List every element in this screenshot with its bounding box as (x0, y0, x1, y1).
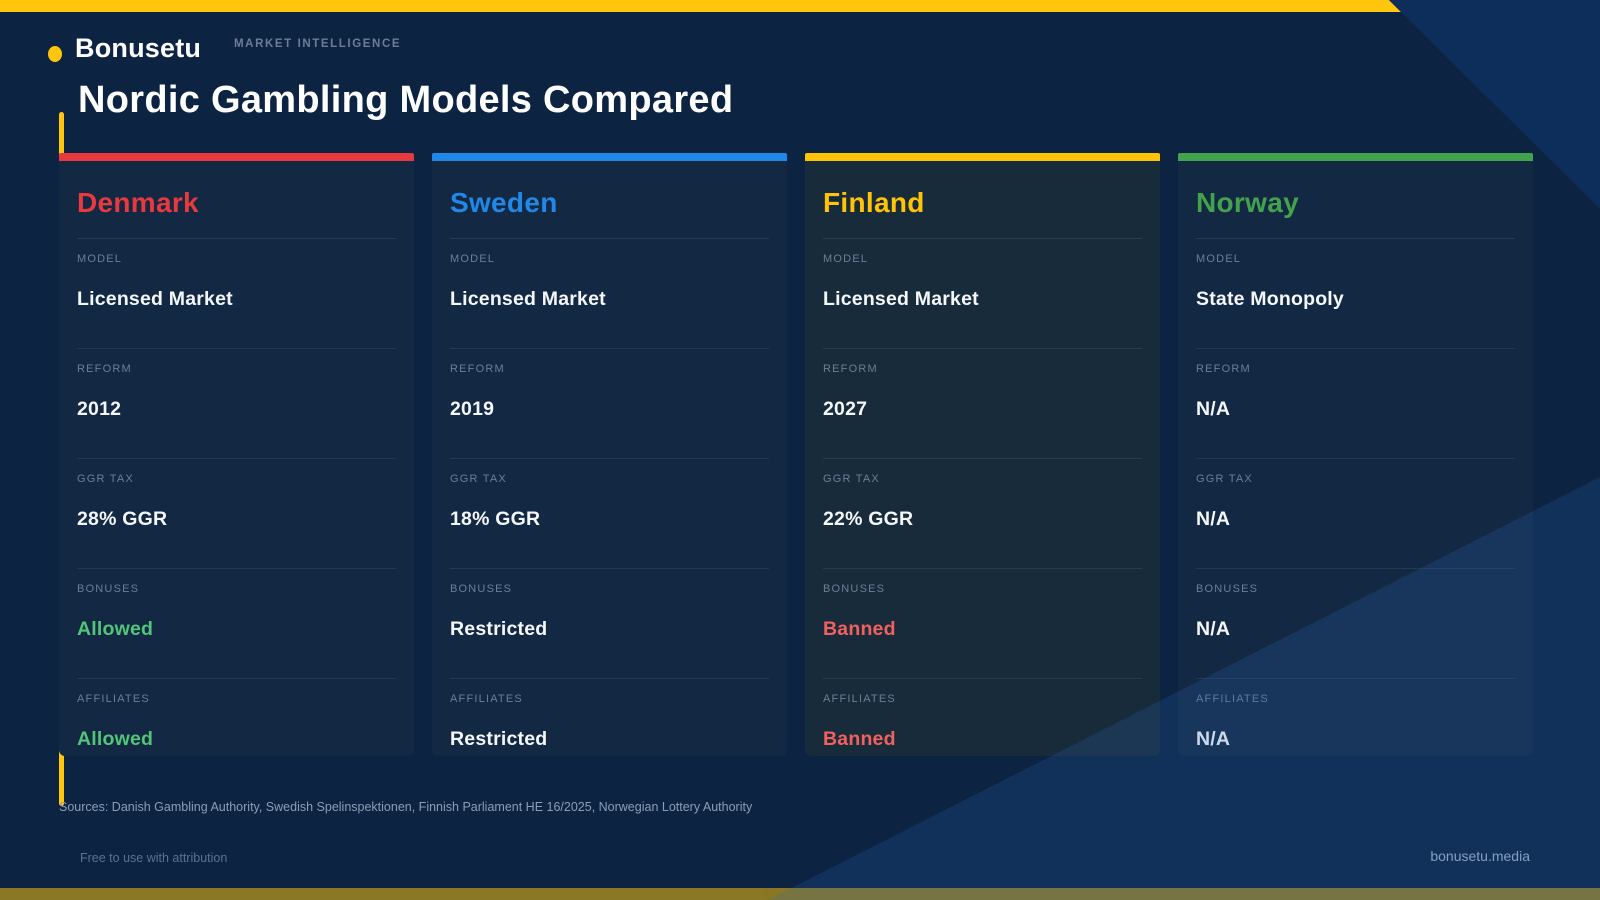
field-label: GGR TAX (823, 473, 880, 485)
field-value: 2027 (823, 398, 868, 420)
field-value: Allowed (77, 618, 154, 640)
card-accent-bar (59, 153, 414, 161)
card-field: AFFILIATES N/A (1196, 693, 1515, 789)
field-value: 22% GGR (823, 508, 914, 530)
card-field: BONUSES Banned (823, 583, 1142, 679)
card-field: AFFILIATES Banned (823, 693, 1142, 789)
field-value: Restricted (450, 618, 548, 640)
field-value: Licensed Market (823, 288, 979, 310)
card-field: MODEL Licensed Market (823, 253, 1142, 349)
card-fields: MODEL Licensed Market REFORM 2012 GGR TA… (77, 253, 396, 789)
card-accent-bar (805, 153, 1160, 161)
card-body: Denmark MODEL Licensed Market REFORM 201… (59, 161, 414, 756)
field-label: AFFILIATES (77, 693, 150, 705)
country-card: Norway MODEL State Monopoly REFORM N/A G… (1178, 153, 1533, 756)
field-value: 2019 (450, 398, 495, 420)
field-label: REFORM (1196, 363, 1251, 375)
field-value: Restricted (450, 728, 548, 750)
card-field: MODEL Licensed Market (77, 253, 396, 349)
card-body: Finland MODEL Licensed Market REFORM 202… (805, 161, 1160, 756)
field-label: AFFILIATES (823, 693, 896, 705)
field-value: Licensed Market (77, 288, 233, 310)
card-field: REFORM 2019 (450, 363, 769, 459)
card-field: BONUSES Allowed (77, 583, 396, 679)
card-country-title: Finland (823, 161, 1142, 239)
field-value: Banned (823, 728, 896, 750)
card-field: AFFILIATES Restricted (450, 693, 769, 789)
country-card: Denmark MODEL Licensed Market REFORM 201… (59, 153, 414, 756)
field-label: GGR TAX (77, 473, 134, 485)
card-field: GGR TAX N/A (1196, 473, 1515, 569)
cards-row: Denmark MODEL Licensed Market REFORM 201… (59, 153, 1533, 756)
bottom-accent-bar (0, 888, 1600, 900)
card-accent-bar (1178, 153, 1533, 161)
license-note: Free to use with attribution (80, 851, 228, 865)
field-value: N/A (1196, 618, 1231, 640)
field-value: Banned (823, 618, 896, 640)
field-label: MODEL (450, 253, 496, 265)
field-label: BONUSES (77, 583, 140, 595)
card-body: Norway MODEL State Monopoly REFORM N/A G… (1178, 161, 1533, 756)
card-field: AFFILIATES Allowed (77, 693, 396, 789)
field-label: BONUSES (823, 583, 886, 595)
sources-note: Sources: Danish Gambling Authority, Swed… (59, 800, 753, 814)
card-field: BONUSES N/A (1196, 583, 1515, 679)
field-label: GGR TAX (1196, 473, 1253, 485)
field-label: BONUSES (450, 583, 513, 595)
site-url: bonusetu.media (1430, 848, 1530, 864)
card-field: BONUSES Restricted (450, 583, 769, 679)
card-field: GGR TAX 22% GGR (823, 473, 1142, 569)
top-accent-bar (0, 0, 1600, 12)
card-field: MODEL State Monopoly (1196, 253, 1515, 349)
card-field: REFORM N/A (1196, 363, 1515, 459)
brand-dot-icon (48, 46, 62, 62)
card-field: GGR TAX 18% GGR (450, 473, 769, 569)
card-country-title: Denmark (77, 161, 396, 239)
field-value: N/A (1196, 508, 1231, 530)
field-value: 28% GGR (77, 508, 168, 530)
field-label: MODEL (1196, 253, 1242, 265)
field-label: AFFILIATES (450, 693, 523, 705)
field-label: REFORM (77, 363, 132, 375)
field-value: State Monopoly (1196, 288, 1344, 310)
card-field: MODEL Licensed Market (450, 253, 769, 349)
field-label: BONUSES (1196, 583, 1259, 595)
brand-logo: Bonusetu (75, 33, 202, 63)
card-field: GGR TAX 28% GGR (77, 473, 396, 569)
field-label: MODEL (823, 253, 869, 265)
card-country-title: Sweden (450, 161, 769, 239)
field-label: GGR TAX (450, 473, 507, 485)
card-field: REFORM 2012 (77, 363, 396, 459)
field-value: 18% GGR (450, 508, 541, 530)
field-value: 2012 (77, 398, 122, 420)
brand-tagline: MARKET INTELLIGENCE (234, 38, 402, 50)
country-card: Sweden MODEL Licensed Market REFORM 2019… (432, 153, 787, 756)
field-label: AFFILIATES (1196, 693, 1269, 705)
card-body: Sweden MODEL Licensed Market REFORM 2019… (432, 161, 787, 756)
card-fields: MODEL Licensed Market REFORM 2019 GGR TA… (450, 253, 769, 789)
field-label: REFORM (450, 363, 505, 375)
field-value: Licensed Market (450, 288, 606, 310)
field-value: N/A (1196, 728, 1231, 750)
field-value: Allowed (77, 728, 154, 750)
country-card: Finland MODEL Licensed Market REFORM 202… (805, 153, 1160, 756)
card-country-title: Norway (1196, 161, 1515, 239)
card-accent-bar (432, 153, 787, 161)
field-value: N/A (1196, 398, 1231, 420)
card-field: REFORM 2027 (823, 363, 1142, 459)
field-label: MODEL (77, 253, 123, 265)
field-label: REFORM (823, 363, 878, 375)
page-title: Nordic Gambling Models Compared (78, 79, 734, 121)
card-fields: MODEL State Monopoly REFORM N/A GGR TAX … (1196, 253, 1515, 789)
card-fields: MODEL Licensed Market REFORM 2027 GGR TA… (823, 253, 1142, 789)
